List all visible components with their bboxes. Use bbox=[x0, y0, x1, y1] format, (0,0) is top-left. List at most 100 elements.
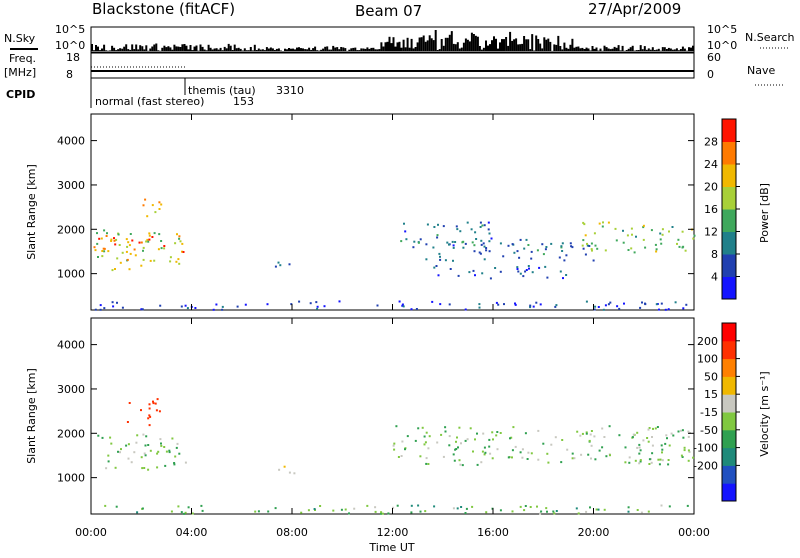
echo-cell bbox=[177, 258, 179, 260]
nsky-bar bbox=[463, 43, 465, 51]
echo-cell bbox=[163, 245, 165, 247]
echo-cell bbox=[455, 448, 457, 450]
nsky-bar bbox=[131, 44, 133, 51]
echo-cell bbox=[591, 243, 593, 245]
echo-cell bbox=[278, 469, 280, 471]
echo-cell bbox=[96, 243, 98, 245]
nsky-bar bbox=[672, 50, 674, 51]
colorbar-tick-label: -15 bbox=[700, 406, 718, 419]
echo-cell bbox=[648, 463, 650, 465]
echo-cell bbox=[661, 303, 663, 305]
echo-cell bbox=[144, 453, 146, 455]
nsky-bar bbox=[688, 47, 690, 51]
nsky-bar bbox=[397, 42, 399, 51]
echo-cell bbox=[540, 303, 542, 305]
echo-cell bbox=[145, 445, 147, 447]
echo-cell bbox=[508, 245, 510, 247]
echo-cell bbox=[688, 449, 690, 451]
echo-cell bbox=[100, 304, 102, 306]
colorbar-swatch bbox=[722, 254, 736, 277]
nsky-bar bbox=[222, 50, 224, 51]
echo-cell bbox=[527, 244, 529, 246]
nsky-bar bbox=[431, 38, 433, 51]
nsky-bar bbox=[123, 47, 125, 51]
echo-cell bbox=[474, 438, 476, 440]
nsky-bar bbox=[519, 44, 521, 51]
echo-cell bbox=[142, 508, 144, 510]
nsky-bar bbox=[467, 40, 469, 51]
nsky-trace bbox=[91, 30, 694, 51]
echo-cell bbox=[146, 239, 148, 241]
echo-cell bbox=[425, 463, 427, 465]
echo-cell bbox=[632, 436, 634, 438]
echo-cell bbox=[187, 307, 189, 309]
nsky-bar bbox=[594, 49, 596, 51]
echo-cell bbox=[655, 251, 657, 253]
echo-cell bbox=[531, 452, 533, 454]
nsky-bar bbox=[557, 36, 559, 51]
echo-cell bbox=[466, 508, 468, 510]
echo-cell bbox=[440, 434, 442, 436]
echo-cell bbox=[110, 443, 112, 445]
nsky-bar bbox=[348, 50, 350, 51]
echo-cell bbox=[668, 308, 670, 310]
nsky-bar bbox=[276, 49, 278, 51]
echo-cell bbox=[509, 437, 511, 439]
echo-cell bbox=[520, 506, 522, 508]
x-tick-label: 20:00 bbox=[578, 526, 610, 539]
echo-cell bbox=[397, 505, 399, 507]
echo-cell bbox=[456, 228, 458, 230]
echo-cell bbox=[582, 245, 584, 247]
colorbar-swatch bbox=[722, 394, 736, 412]
echo-cell bbox=[500, 242, 502, 244]
nsky-bar bbox=[314, 47, 316, 51]
nsky-bar bbox=[481, 50, 483, 51]
echo-cell bbox=[537, 249, 539, 251]
nsky-bar bbox=[497, 49, 499, 51]
nsky-bar bbox=[405, 47, 407, 51]
nsky-bar bbox=[425, 42, 427, 51]
echo-cell bbox=[159, 208, 161, 210]
echo-cell bbox=[427, 447, 429, 449]
echo-cell bbox=[158, 201, 160, 203]
nsky-bar bbox=[537, 39, 539, 51]
echo-cell bbox=[667, 463, 669, 465]
echo-cell bbox=[153, 402, 155, 404]
echo-cell bbox=[144, 199, 146, 201]
echo-cell bbox=[267, 303, 269, 305]
echo-cell bbox=[324, 305, 326, 307]
echo-cell bbox=[141, 242, 143, 244]
nsky-bar bbox=[364, 49, 366, 51]
echo-cell bbox=[429, 435, 431, 437]
echo-cell bbox=[128, 458, 130, 460]
nsky-bar bbox=[417, 42, 419, 51]
echo-cell bbox=[616, 239, 618, 241]
echo-cell bbox=[682, 231, 684, 233]
nsky-bar bbox=[258, 49, 260, 52]
nsky-bar bbox=[119, 48, 121, 51]
echo-cell bbox=[126, 246, 128, 248]
echo-cell bbox=[180, 240, 182, 242]
echo-cell bbox=[159, 438, 161, 440]
echo-cell bbox=[537, 459, 539, 461]
nsky-bar bbox=[465, 39, 467, 52]
echo-cell bbox=[590, 458, 592, 460]
echo-cell bbox=[500, 432, 502, 434]
colorbar-swatch bbox=[722, 142, 736, 165]
nsky-bar bbox=[612, 49, 614, 51]
nsky-bar bbox=[139, 45, 141, 51]
echo-cell bbox=[278, 262, 280, 264]
echo-cell bbox=[366, 505, 368, 507]
nsky-bar bbox=[409, 48, 411, 51]
echo-cell bbox=[215, 304, 217, 306]
echo-cell bbox=[96, 232, 98, 234]
echo-cell bbox=[685, 304, 687, 306]
nave-tick-top: 60 bbox=[707, 51, 721, 64]
echo-cell bbox=[603, 436, 605, 438]
echo-cell bbox=[149, 408, 151, 410]
echo-cell bbox=[609, 302, 611, 304]
nsky-bar bbox=[630, 47, 632, 51]
echo-cell bbox=[552, 511, 554, 513]
echo-cell bbox=[598, 306, 600, 308]
nsky-bar bbox=[493, 36, 495, 51]
